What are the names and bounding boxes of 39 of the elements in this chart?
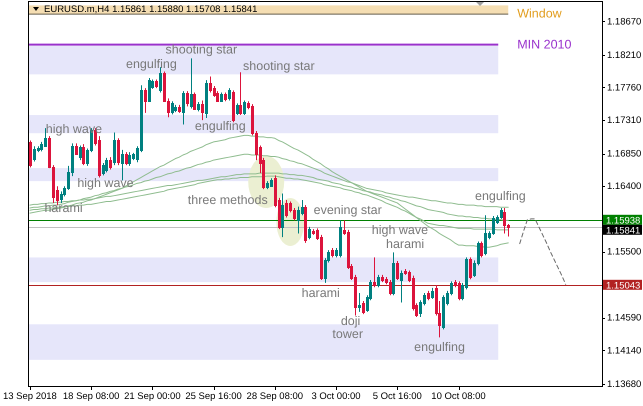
annotation: harami xyxy=(302,286,340,300)
annotation: engulfing xyxy=(414,340,465,354)
annotation: high wave xyxy=(46,122,102,136)
annotation: shooting star xyxy=(166,42,238,57)
band-label: Window xyxy=(517,6,563,21)
y-tick-label: 1.16400 xyxy=(607,180,642,192)
y-tick-label: 1.18670 xyxy=(607,16,642,27)
y-tick-label: 1.17310 xyxy=(607,114,642,126)
y-tick-label: 1.15500 xyxy=(607,246,642,258)
annotation: harami xyxy=(386,236,424,251)
x-tick-label: 18 Sep 08:00 xyxy=(62,391,120,402)
annotation: engulfing xyxy=(126,57,177,72)
ref-line-label: 1.15841 xyxy=(606,224,640,236)
ref-line-label: MIN 2010 xyxy=(517,38,572,52)
annotation: high wave xyxy=(372,223,428,238)
ref-line-label: 1.15938 xyxy=(606,214,640,226)
x-tick-label: 28 Sep 08:00 xyxy=(246,391,304,402)
annotation: evening star xyxy=(314,203,382,218)
y-tick-label: 1.17760 xyxy=(607,82,642,93)
x-tick-label: 10 Oct 08:00 xyxy=(431,391,486,402)
x-tick-label: 21 Sep 00:00 xyxy=(124,391,181,402)
x-tick-label: 3 Oct 00:00 xyxy=(311,391,361,402)
y-tick-label: 1.18210 xyxy=(607,49,642,60)
ref-line-label: 1.15043 xyxy=(606,280,640,291)
x-tick-label: 13 Sep 2018 xyxy=(2,391,57,402)
y-tick-label: 1.13680 xyxy=(607,378,642,390)
annotation: high wave xyxy=(77,176,134,190)
x-tick-label: 5 Oct 16:00 xyxy=(372,391,422,402)
annotation: doji xyxy=(340,314,360,328)
y-tick-label: 1.16850 xyxy=(607,148,642,160)
chart-title: EURUSD.m,H4 1.15861 1.15880 1.15708 1.15841 xyxy=(44,4,258,15)
annotation: shooting star xyxy=(243,59,315,74)
y-tick-label: 1.14140 xyxy=(607,344,642,356)
x-tick-label: 25 Sep 16:00 xyxy=(185,391,242,402)
annotation: engulfing xyxy=(475,188,526,203)
annotation: tower xyxy=(332,327,364,342)
annotation: three methods xyxy=(188,193,268,208)
y-tick-label: 1.14590 xyxy=(607,312,642,324)
annotation: engulfing xyxy=(194,119,246,134)
